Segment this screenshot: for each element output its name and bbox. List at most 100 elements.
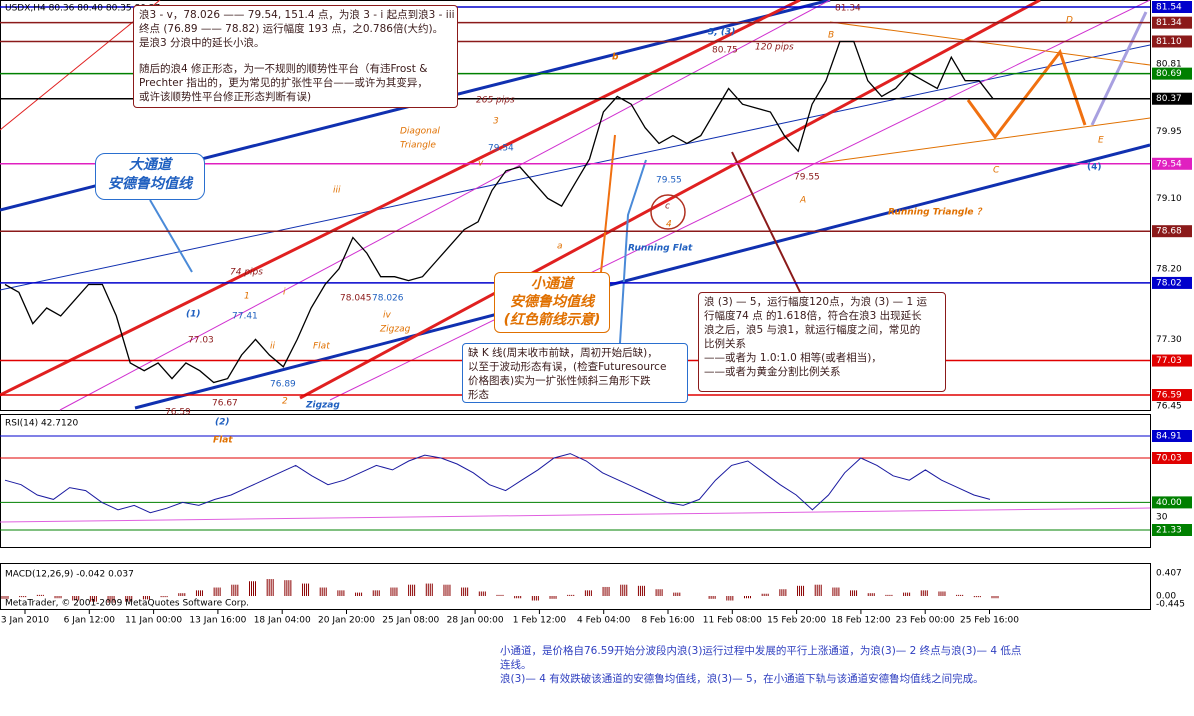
- wave-circle: [650, 194, 686, 230]
- y-tick-label: 81.34: [1156, 18, 1182, 28]
- callout-arrow: [619, 159, 647, 344]
- y-tick-label: 81.54: [1156, 3, 1182, 13]
- y-tick-label: 78.20: [1156, 264, 1182, 274]
- rsi-tick-label: 30: [1156, 513, 1168, 523]
- wave-label: Flat: [213, 436, 233, 446]
- y-tick-label: 77.30: [1156, 335, 1182, 345]
- x-tick-label: 1 Feb 12:00: [513, 616, 567, 626]
- y-tick-label: 79.95: [1156, 127, 1182, 137]
- wave-label: 81.34: [835, 4, 861, 14]
- price-tag: [1152, 389, 1192, 402]
- note-line: 随后的浪4 修正形态，为一不规则的顺势性平台（有违Frost &: [139, 63, 428, 75]
- y-tick-label: 81.10: [1156, 37, 1182, 47]
- wave-label: 78.045: [340, 294, 372, 304]
- y-tick-label: 80.69: [1156, 69, 1182, 79]
- wave-label: E: [1098, 136, 1104, 146]
- callout-line: [149, 199, 193, 273]
- note-box: 小通道 安德鲁均值线 (红色箭线示意): [494, 272, 610, 333]
- wave-label: v: [478, 159, 484, 169]
- price-tag: [1152, 225, 1192, 238]
- wave-label: 79.54: [488, 144, 514, 154]
- wave-label: (4): [1087, 163, 1102, 173]
- wave-label: 77.41: [232, 312, 258, 322]
- rsi-tick-label: 70.03: [1156, 453, 1182, 463]
- note-box: 缺 K 线(周末收市前缺，周初开始后缺)， 以至于波动形态有误，(检查Future…: [462, 343, 688, 403]
- wave-label: A: [799, 196, 806, 206]
- x-tick-label: 20 Jan 20:00: [318, 616, 375, 626]
- trend-line: [299, 0, 1041, 400]
- rsi-tag: [1152, 430, 1192, 442]
- macd-tick-label: 0.407: [1156, 569, 1182, 579]
- callout-arrow: [731, 151, 801, 293]
- wave-label: 76.89: [270, 380, 296, 390]
- wave-label: D: [1066, 16, 1073, 26]
- rsi-tick-label: 21.33: [1156, 526, 1182, 536]
- price-tag: [1152, 16, 1192, 29]
- rsi-trend-line: [0, 507, 1151, 523]
- x-tick-label: 18 Jan 04:00: [254, 616, 311, 626]
- wave-label: iii: [333, 186, 341, 196]
- wave-label: 79.55: [794, 173, 820, 183]
- x-tick-label: 8 Feb 16:00: [641, 616, 695, 626]
- y-tick-label: 78.68: [1156, 227, 1182, 237]
- y-tick-label: 79.10: [1156, 194, 1182, 204]
- note-line: Prechter 指出的，更为常见的扩张性平台——或许为其变异，: [139, 77, 428, 89]
- x-tick-label: 3 Jan 2010: [1, 616, 49, 626]
- rsi-line: [4, 453, 991, 514]
- x-tick-label: 23 Feb 00:00: [896, 616, 955, 626]
- note-line: 缺 K 线(周末收市前缺，周初开始后缺)，: [468, 347, 658, 359]
- x-tick-label: 4 Feb 04:00: [577, 616, 631, 626]
- wave-label: C: [993, 166, 1000, 176]
- wave-label: (2): [215, 418, 230, 428]
- trend-line: [134, 143, 1151, 410]
- y-tick-label: 76.59: [1156, 391, 1182, 401]
- macd-panel: [0, 563, 1151, 610]
- y-tick-label: 78.02: [1156, 278, 1182, 288]
- trend-line: [0, 44, 1151, 291]
- note-line: 以至于波动形态有误，(检查Futuresource: [468, 361, 667, 373]
- wave-label: Running Triangle ？: [888, 207, 986, 218]
- note-line: 连线。: [500, 659, 532, 671]
- note-line: 浪 (3) — 5，运行幅度120点，为浪 (3) — 1 运: [704, 296, 928, 308]
- wave-label: 76.67: [212, 399, 238, 409]
- note-line: 安德鲁均值线: [108, 176, 192, 192]
- price-tag: [1152, 1, 1192, 13]
- wave-label: 76.59: [165, 408, 191, 418]
- projection-arrow: [966, 48, 1087, 140]
- rsi-title: RSI(14) 42.7120: [5, 419, 78, 429]
- wave-label: Running Flat: [628, 244, 693, 254]
- callout-arrow: [599, 134, 616, 283]
- note-line: 大通道: [129, 157, 171, 173]
- y-tick-label: 79.54: [1156, 159, 1182, 169]
- trend-line: [829, 21, 1151, 66]
- price-tag: [1152, 35, 1192, 48]
- note-box: 小通道，是价格自76.59开始分波段内浪(3)运行过程中发展的平行上涨通道，为浪…: [495, 642, 1095, 692]
- note-line: 价格图表)实为一扩张性倾斜三角形下跌: [468, 375, 651, 387]
- x-tick-label: 25 Feb 16:00: [960, 616, 1019, 626]
- note-box: 浪 (3) — 5，运行幅度120点，为浪 (3) — 1 运行幅度74 点 的…: [698, 292, 946, 392]
- wave-label: iv: [383, 311, 392, 321]
- wave-label: b: [612, 53, 619, 63]
- wave-label: 3: [493, 117, 499, 127]
- y-tick-label: 80.37: [1156, 94, 1182, 104]
- rsi-tag: [1152, 524, 1192, 536]
- x-tick-label: 28 Jan 00:00: [447, 616, 504, 626]
- x-tick-label: 13 Jan 16:00: [189, 616, 246, 626]
- copyright: MetaTrader, © 2001-2009 MetaQuotes Softw…: [5, 599, 249, 609]
- y-tick-label: 76.45: [1156, 402, 1182, 412]
- note-line: 浪之后，浪5 与浪1，就运行幅度之间，常见的: [704, 324, 921, 336]
- note-line: ——或者为 1.0:1.0 相等(或者相当)，: [704, 352, 882, 364]
- note-line: 行幅度74 点 的1.618倍，符合在浪3 出现延长: [704, 310, 922, 322]
- note-line: 形态: [468, 389, 489, 401]
- rsi-tag: [1152, 451, 1192, 464]
- x-tick-label: 25 Jan 08:00: [382, 616, 439, 626]
- symbol: USDX,H4 80.36 80.40 80.35 80.37: [5, 4, 160, 14]
- y-tick-label: 77.03: [1156, 356, 1182, 366]
- note-line: 或许该顺势性平台修正形态判断有误): [139, 91, 312, 103]
- macd-title: MACD(12,26,9) -0.042 0.037: [5, 570, 134, 580]
- wave-label: i: [283, 288, 286, 298]
- wave-label: 78.026: [372, 294, 404, 304]
- wave-label: 120 pips: [755, 43, 794, 53]
- wave-label: Flat: [313, 342, 330, 352]
